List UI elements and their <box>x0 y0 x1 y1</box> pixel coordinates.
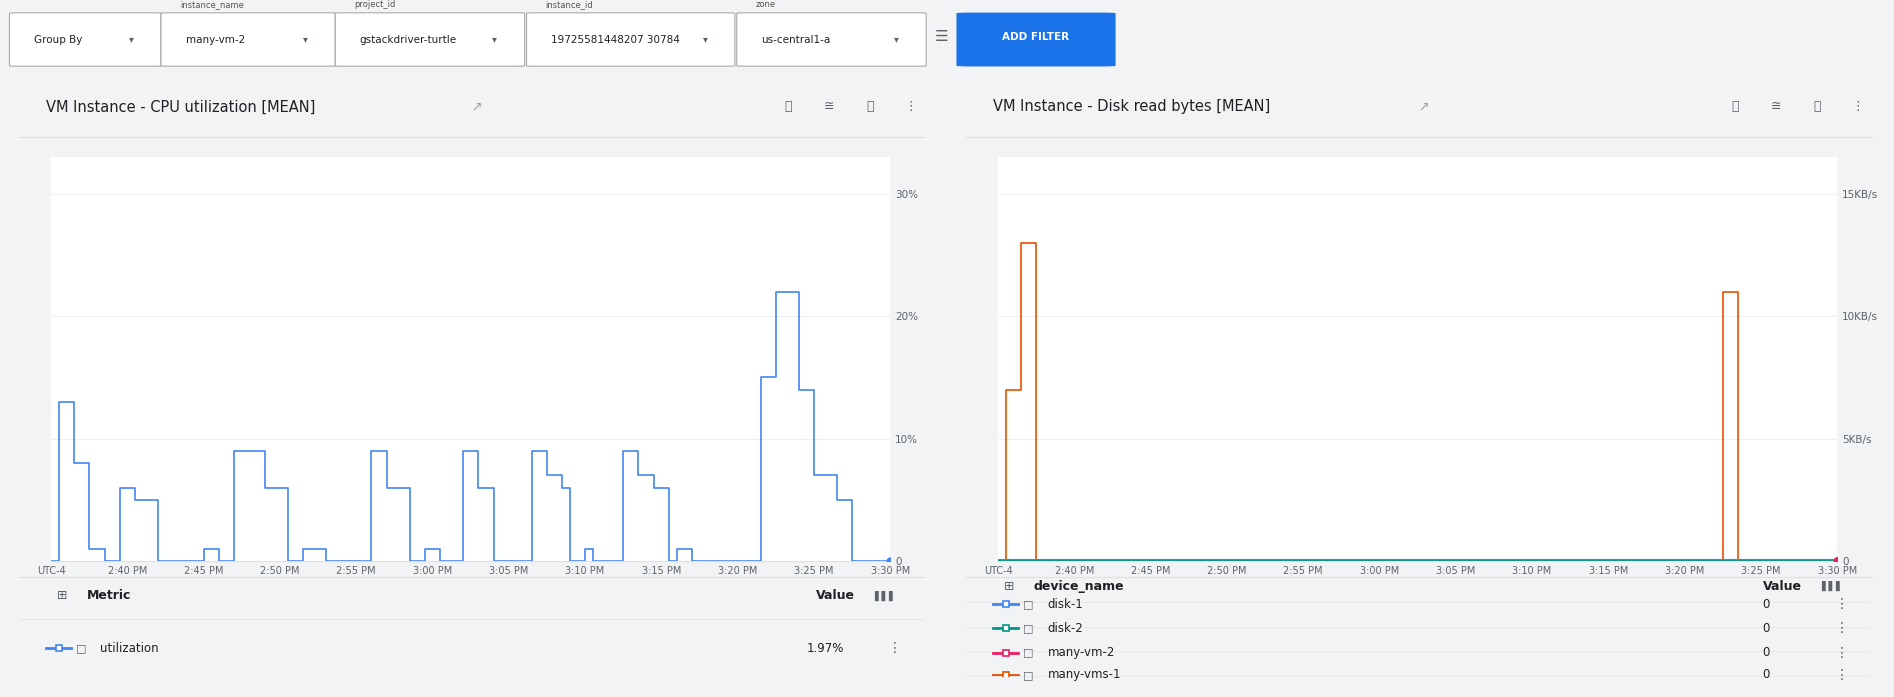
Text: many-vms-1: many-vms-1 <box>1047 668 1121 682</box>
Text: ▾: ▾ <box>894 35 900 45</box>
Text: □: □ <box>76 643 87 654</box>
Text: ▾: ▾ <box>492 35 498 45</box>
Text: ▾: ▾ <box>129 35 134 45</box>
Text: zone: zone <box>756 0 777 9</box>
Text: ▾: ▾ <box>303 35 309 45</box>
Text: ⊞: ⊞ <box>1004 580 1015 593</box>
Text: ⋮: ⋮ <box>905 100 917 114</box>
Text: Metric: Metric <box>87 589 131 602</box>
Text: disk-1: disk-1 <box>1047 598 1083 611</box>
Text: many-vm-2: many-vm-2 <box>186 35 244 45</box>
FancyBboxPatch shape <box>737 13 926 66</box>
Text: □: □ <box>1023 648 1034 657</box>
Text: ⋮: ⋮ <box>1835 597 1849 611</box>
Text: ≅: ≅ <box>1771 100 1782 114</box>
Text: ▌▌▌: ▌▌▌ <box>1822 581 1845 592</box>
Text: VM Instance - Disk read bytes [MEAN]: VM Instance - Disk read bytes [MEAN] <box>992 100 1271 114</box>
Text: disk-2: disk-2 <box>1047 622 1083 635</box>
Text: Group By: Group By <box>34 35 83 45</box>
Text: 🔍: 🔍 <box>1731 100 1739 114</box>
Text: ▾: ▾ <box>703 35 708 45</box>
Text: Value: Value <box>1763 580 1801 593</box>
Text: us-central1-a: us-central1-a <box>761 35 831 45</box>
Text: ⋮: ⋮ <box>1835 668 1849 682</box>
Text: 0: 0 <box>1763 668 1771 682</box>
Text: □: □ <box>1023 599 1034 609</box>
Text: ☰: ☰ <box>934 29 949 44</box>
Text: 🔍: 🔍 <box>784 100 792 114</box>
FancyBboxPatch shape <box>9 13 161 66</box>
Text: ⛶: ⛶ <box>866 100 873 114</box>
Text: ⋮: ⋮ <box>1835 621 1849 636</box>
Text: project_id: project_id <box>354 0 396 9</box>
Text: ⋮: ⋮ <box>888 641 902 655</box>
Text: device_name: device_name <box>1034 580 1125 593</box>
FancyBboxPatch shape <box>335 13 525 66</box>
Text: 0: 0 <box>1763 598 1771 611</box>
Text: instance_name: instance_name <box>180 0 244 9</box>
Text: □: □ <box>1023 670 1034 680</box>
Text: ADD FILTER: ADD FILTER <box>1002 31 1070 42</box>
Text: gstackdriver-turtle: gstackdriver-turtle <box>360 35 456 45</box>
Text: 19725581448207 30784: 19725581448207 30784 <box>551 35 680 45</box>
Text: ⋮: ⋮ <box>1852 100 1864 114</box>
Text: ⊞: ⊞ <box>57 589 68 602</box>
Text: ⋮: ⋮ <box>1835 645 1849 659</box>
Text: utilization: utilization <box>100 642 159 655</box>
Text: ≅: ≅ <box>824 100 835 114</box>
Text: 0: 0 <box>1763 646 1771 659</box>
Text: 0: 0 <box>1763 622 1771 635</box>
Text: VM Instance - CPU utilization [MEAN]: VM Instance - CPU utilization [MEAN] <box>45 100 316 114</box>
Text: □: □ <box>1023 623 1034 634</box>
FancyBboxPatch shape <box>956 13 1116 66</box>
Text: many-vm-2: many-vm-2 <box>1047 646 1116 659</box>
Text: ▌▌▌: ▌▌▌ <box>875 590 898 601</box>
Text: Value: Value <box>816 589 854 602</box>
Text: ↗: ↗ <box>472 100 483 114</box>
Text: ⛶: ⛶ <box>1813 100 1820 114</box>
Text: instance_id: instance_id <box>545 0 593 9</box>
FancyBboxPatch shape <box>527 13 735 66</box>
Text: 1.97%: 1.97% <box>807 642 845 655</box>
FancyBboxPatch shape <box>161 13 335 66</box>
Text: ↗: ↗ <box>1419 100 1430 114</box>
